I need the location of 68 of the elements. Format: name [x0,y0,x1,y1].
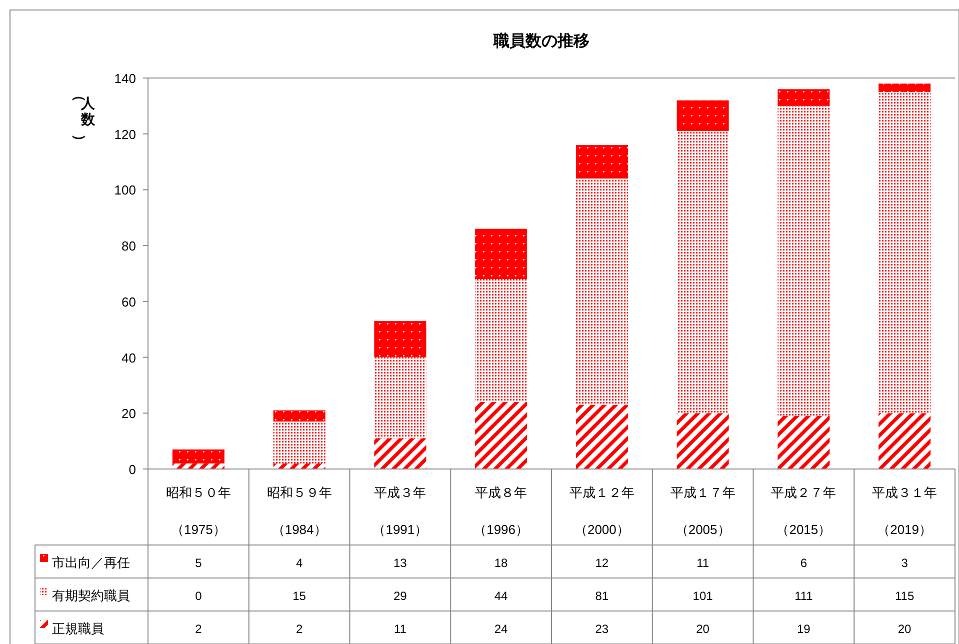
bar [576,178,628,405]
y-tick-label: 60 [122,294,136,310]
data-label: 115 [894,589,914,603]
data-label: 101 [692,589,714,603]
legend-label: 正規職員 [52,621,104,636]
data-label: 3 [901,556,908,570]
data-label: 111 [794,589,814,603]
category-label: 昭和５０年（1975） [166,485,231,537]
data-label: 44 [494,589,508,603]
bar [778,416,830,469]
data-label: 20 [898,622,912,636]
data-label: 6 [800,556,808,570]
bar [475,402,528,469]
bar [676,100,729,132]
data-label: 11 [394,622,407,636]
bar [778,89,830,106]
data-label: 5 [195,556,202,570]
bar [778,106,830,416]
data-label: 0 [195,589,202,603]
category-label: 平成３１年（2019） [872,485,938,537]
data-label: 19 [797,622,811,636]
y-tick-label: 80 [122,238,136,254]
bar [878,413,931,469]
data-label: 11 [696,556,710,570]
bar [878,92,931,414]
bar [676,131,729,414]
bar [576,404,628,469]
bar [374,438,426,469]
y-tick-label: 100 [114,182,136,198]
data-label: 2 [296,622,303,636]
bar [475,228,528,280]
bar [475,279,528,402]
data-label: 20 [696,622,710,636]
data-label: 2 [195,622,202,636]
bar [172,463,224,469]
data-label: 81 [595,589,609,603]
data-label: 13 [394,556,408,570]
bar [273,410,326,422]
chart-title: 職員数の推移 [492,32,590,50]
bar [273,422,326,464]
data-label: 24 [494,622,508,636]
bar [374,357,426,438]
y-tick-label: 40 [122,350,136,366]
category-label: 平成１２年（2000） [569,485,634,537]
data-label: 18 [494,556,508,570]
y-axis-title: （人数） [72,88,96,148]
y-tick-label: 20 [122,406,136,422]
legend-label: 有期契約職員 [52,588,130,603]
bar [172,449,224,464]
category-label: 昭和５９年（1984） [266,485,332,537]
category-label: 平成８年（1996） [474,485,529,537]
data-label: 23 [595,622,609,636]
category-label: 平成３年（1991） [372,485,428,537]
y-tick-label: 120 [114,126,136,142]
data-label: 12 [595,556,609,570]
bar [676,413,729,469]
y-tick-label: 0 [128,462,136,477]
y-tick-label: 140 [114,71,136,86]
category-label: 平成２７年（2015） [771,485,836,537]
bar [576,145,628,179]
data-label: 4 [296,556,303,570]
category-label: 平成１７年（2005） [670,485,736,537]
legend-label: 市出向／再任 [52,555,130,570]
data-label: 29 [394,589,408,603]
bar [273,463,326,469]
bar [374,320,426,358]
bar [878,84,931,92]
data-label: 15 [292,589,306,603]
